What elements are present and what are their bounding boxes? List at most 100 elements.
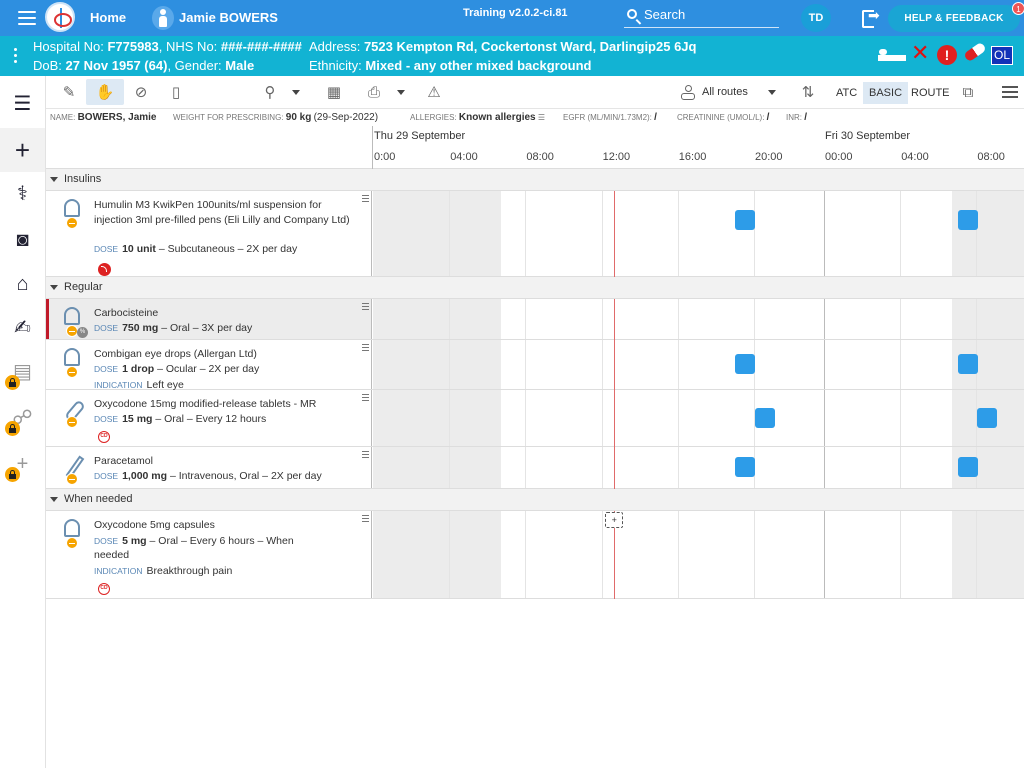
user-avatar[interactable]: TD: [801, 4, 831, 32]
red-alert-icon[interactable]: [98, 262, 111, 276]
chevron-down-icon[interactable]: [292, 90, 300, 95]
row-menu-icon[interactable]: [362, 195, 369, 202]
scheduled-dose-marker[interactable]: [735, 210, 756, 230]
chevron-down-icon[interactable]: [397, 90, 405, 95]
section-header[interactable]: Regular: [46, 277, 1024, 299]
add-dose-button[interactable]: +: [605, 512, 624, 528]
row-menu-icon[interactable]: [362, 344, 369, 351]
allergies-field[interactable]: ALLERGIES: Known allergies ☰: [410, 112, 546, 123]
medication-name[interactable]: Paracetamol: [94, 455, 153, 467]
view-atc-button[interactable]: ATC: [836, 87, 858, 99]
chart-toolbar: ✎ ✋ ⊘ ▯ ⚲ ▦ ⎙ ⚠ All routes ⇅ ATC BASIC R…: [46, 76, 1024, 109]
scheduled-dose-marker[interactable]: [976, 407, 997, 428]
dose-timeline[interactable]: [373, 299, 1024, 340]
medication-info[interactable]: Oxycodone 5mg capsules DOSE 5 mg – Oral – …: [46, 511, 372, 598]
dose-timeline[interactable]: +: [373, 511, 1024, 599]
edit-icon[interactable]: ✎: [62, 84, 76, 101]
banner-more-icon[interactable]: [14, 48, 18, 66]
help-feedback-button[interactable]: HELP & FEEDBACK: [888, 5, 1020, 32]
home-button[interactable]: Home: [90, 10, 127, 25]
medication-name[interactable]: Carbocisteine: [94, 307, 159, 319]
search-box[interactable]: [624, 6, 779, 28]
grid-line: [449, 447, 451, 488]
alert-icon[interactable]: !: [937, 45, 957, 65]
medication-info[interactable]: Paracetamol DOSE 1,000 mg – Intravenous, O…: [46, 447, 372, 488]
calendar-icon[interactable]: ▦: [326, 84, 342, 101]
medication-row[interactable]: Paracetamol DOSE 1,000 mg – Intravenous, O…: [46, 447, 1024, 489]
day-label: Fri 30 September: [825, 130, 910, 142]
clipboard-icon[interactable]: ▤: [0, 350, 45, 394]
row-menu-icon[interactable]: [362, 451, 369, 458]
chevron-down-icon[interactable]: [768, 90, 776, 95]
medication-row[interactable]: Combigan eye drops (Allergan Ltd) DOSE 1 d…: [46, 340, 1024, 391]
night-shade: [373, 299, 501, 339]
scheduled-dose-marker[interactable]: [957, 457, 978, 477]
night-shade: [373, 340, 501, 389]
app-logo[interactable]: [45, 2, 75, 32]
list-icon[interactable]: ☰: [13, 93, 32, 115]
medication-info[interactable]: Oxycodone 15mg modified-release tablets …: [46, 390, 372, 446]
scheduled-dose-marker[interactable]: [754, 407, 775, 428]
camera-icon[interactable]: ◙: [16, 229, 29, 251]
print-icon[interactable]: ⎙: [367, 84, 380, 101]
row-menu-icon[interactable]: [362, 515, 369, 522]
medication-name[interactable]: Combigan eye drops (Allergan Ltd): [94, 348, 257, 360]
hand-pill-icon[interactable]: ✋: [95, 84, 115, 101]
search-input[interactable]: [644, 7, 774, 22]
medication-row[interactable]: % Carbocisteine DOSE 750 mg – Oral – 3X per…: [46, 299, 1024, 340]
medication-info[interactable]: Humulin M3 KwikPen 100units/ml suspensio…: [46, 191, 372, 276]
lock-icon: [5, 375, 20, 390]
medication-row[interactable]: Oxycodone 5mg capsules DOSE 5 mg – Oral – …: [46, 511, 1024, 599]
tablet-icon: [62, 398, 86, 428]
warning-icon[interactable]: ⚠: [427, 84, 441, 101]
scheduled-dose-marker[interactable]: [735, 457, 756, 477]
logout-icon[interactable]: [862, 7, 880, 28]
ol-badge[interactable]: OL: [991, 46, 1013, 65]
scheduled-dose-marker[interactable]: [735, 354, 756, 374]
section-header[interactable]: When needed: [46, 489, 1024, 511]
plus-icon[interactable]: +: [0, 128, 45, 172]
administer-tab[interactable]: [86, 79, 124, 105]
medication-info[interactable]: Combigan eye drops (Allergan Ltd) DOSE 1 d…: [46, 340, 372, 391]
routes-dropdown[interactable]: All routes: [678, 82, 778, 102]
no-entry-icon[interactable]: ⊘: [134, 84, 148, 101]
row-menu-icon[interactable]: [362, 303, 369, 310]
section-header[interactable]: Insulins: [46, 169, 1024, 191]
medication-name[interactable]: Oxycodone 5mg capsules: [94, 519, 215, 531]
view-route-button[interactable]: ROUTE: [911, 87, 950, 99]
medication-row[interactable]: Oxycodone 15mg modified-release tablets …: [46, 390, 1024, 447]
night-shade: [951, 191, 1024, 276]
medication-name[interactable]: Oxycodone 15mg modified-release tablets …: [94, 398, 317, 410]
medication-info[interactable]: % Carbocisteine DOSE 750 mg – Oral – 3X per…: [46, 299, 372, 339]
house-icon[interactable]: ⌂: [16, 273, 29, 295]
stethoscope-icon[interactable]: ⚕: [17, 183, 28, 205]
more-menu-icon[interactable]: [1002, 86, 1018, 98]
view-basic-button[interactable]: BASIC: [863, 82, 909, 104]
document-icon[interactable]: ▯: [171, 84, 181, 101]
sort-icon[interactable]: ⇅: [801, 84, 815, 101]
controlled-drug-badge: CD: [98, 430, 110, 443]
layers-icon[interactable]: ⧉: [962, 84, 974, 101]
patient-name-link[interactable]: Jamie BOWERS: [179, 10, 278, 25]
night-shade: [373, 447, 501, 488]
dose-timeline[interactable]: [373, 447, 1024, 489]
dose-timeline[interactable]: [373, 340, 1024, 390]
pill-icon[interactable]: [963, 41, 987, 63]
grid-line: [449, 299, 451, 339]
medication-row[interactable]: Humulin M3 KwikPen 100units/ml suspensio…: [46, 191, 1024, 277]
add-medication-icon[interactable]: ⚲: [264, 84, 276, 101]
current-time-line: [614, 340, 616, 390]
scheduled-dose-marker[interactable]: [957, 210, 978, 230]
walking-icon[interactable]: ☍: [0, 396, 45, 440]
close-x-icon[interactable]: ✕: [911, 40, 930, 65]
bed-icon[interactable]: [878, 47, 906, 63]
signature-icon[interactable]: ✍: [14, 317, 31, 339]
hamburger-menu-icon[interactable]: [18, 11, 36, 25]
row-menu-icon[interactable]: [362, 394, 369, 401]
dose-timeline[interactable]: [373, 191, 1024, 277]
dose-timeline[interactable]: [373, 390, 1024, 447]
scheduled-dose-marker[interactable]: [957, 354, 978, 374]
add-icon[interactable]: +: [0, 442, 45, 486]
medication-name[interactable]: Humulin M3 KwikPen 100units/ml suspensio…: [94, 199, 350, 226]
grid-line: [449, 511, 451, 598]
